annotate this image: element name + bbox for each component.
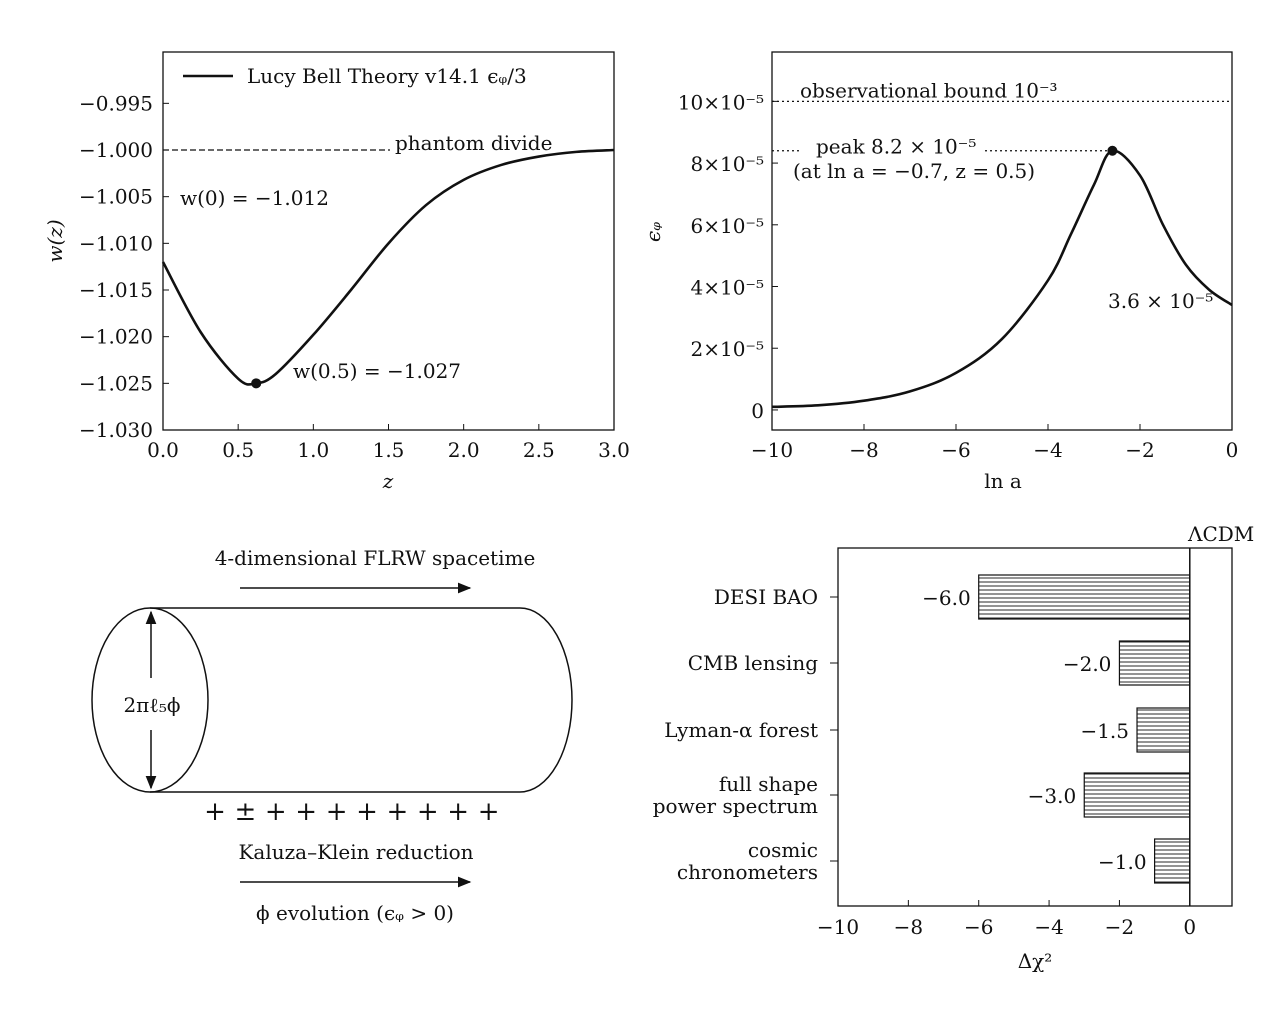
y-tick-label: −1.030 bbox=[79, 418, 153, 442]
y-tick-label: 6×10⁻⁵ bbox=[690, 214, 764, 238]
x-tick-label: −10 bbox=[817, 915, 859, 939]
bar-value-label: −2.0 bbox=[1063, 652, 1112, 676]
x-axis-label: ln a bbox=[984, 469, 1022, 493]
reduction-label: Kaluza–Klein reduction bbox=[238, 840, 473, 864]
y-axis-label: w(z) bbox=[43, 219, 67, 262]
charge-symbol: + bbox=[356, 797, 378, 827]
x-tick-label: 1.5 bbox=[373, 438, 405, 462]
y-tick-label: −1.025 bbox=[79, 371, 153, 395]
x-tick-label: −6 bbox=[964, 915, 993, 939]
epsilon-curve bbox=[771, 149, 1233, 409]
bar-value-label: −1.5 bbox=[1080, 719, 1129, 743]
x-tick-label: 0.5 bbox=[222, 438, 254, 462]
y-tick-label: −1.020 bbox=[79, 325, 153, 349]
phantom-divide-label: phantom divide bbox=[395, 131, 552, 155]
category-label: power spectrum bbox=[653, 794, 818, 818]
charge-symbol: + bbox=[417, 797, 439, 827]
x-tick-label: −8 bbox=[894, 915, 923, 939]
y-tick-label: −1.005 bbox=[79, 185, 153, 209]
x-tick-label: 0 bbox=[1226, 438, 1239, 462]
x-tick-label: 1.0 bbox=[297, 438, 329, 462]
y-tick-label: 0 bbox=[751, 399, 764, 423]
lcdm-label: ΛCDM bbox=[1187, 522, 1254, 546]
x-tick-label: 0.0 bbox=[147, 438, 179, 462]
category-label: CMB lensing bbox=[688, 651, 818, 675]
bar-value-label: −3.0 bbox=[1028, 784, 1077, 808]
minimum-marker bbox=[251, 378, 262, 389]
charge-symbol: + bbox=[265, 797, 287, 827]
delta-chi2-panel: −10 −8 −6 −4 −2 0 Δχ² ΛCDM DESI BAO −6.0 CMB lensi… bbox=[653, 522, 1255, 973]
bar-value-label: −6.0 bbox=[922, 586, 971, 610]
plot-frame bbox=[837, 547, 1233, 907]
charge-symbol: + bbox=[326, 797, 348, 827]
wz-panel: 0.0 0.5 1.0 1.5 2.0 2.5 3.0 −0.995 −1.000 −1.005 −… bbox=[43, 51, 630, 493]
charge-symbol: ± bbox=[235, 797, 257, 827]
x-tick-label: −8 bbox=[849, 438, 878, 462]
y-tick-label: −0.995 bbox=[79, 91, 153, 115]
w0-annotation: w(0) = −1.012 bbox=[180, 186, 329, 210]
bar bbox=[1118, 640, 1191, 686]
charge-symbol: + bbox=[295, 797, 317, 827]
x-tick-label: −2 bbox=[1125, 438, 1154, 462]
diagram-top-label: 4-dimensional FLRW spacetime bbox=[215, 546, 536, 570]
kk-diagram: 2πℓ₅ϕ 4-dimensional FLRW spacetime + ± + + +… bbox=[91, 546, 573, 925]
plot-frame bbox=[771, 51, 1233, 431]
y-tick-label: −1.015 bbox=[79, 278, 153, 302]
w05-annotation: w(0.5) = −1.027 bbox=[293, 359, 461, 383]
observational-bound-label: observational bound 10⁻³ bbox=[800, 78, 1058, 102]
y-axis-label: ϵᵩ bbox=[641, 222, 665, 242]
x-tick-label: 2.0 bbox=[448, 438, 480, 462]
x-tick-label: −4 bbox=[1034, 915, 1063, 939]
legend-label: Lucy Bell Theory v14.1 ϵᵩ/3 bbox=[247, 64, 527, 88]
charges-row: + ± + + + + + + + + bbox=[204, 797, 499, 827]
bar bbox=[1083, 772, 1191, 818]
category-label: full shape bbox=[719, 772, 818, 796]
charge-symbol: + bbox=[478, 797, 500, 827]
y-tick-label: 4×10⁻⁵ bbox=[690, 276, 764, 300]
category-label: cosmic bbox=[748, 838, 818, 862]
y-tick-label: −1.010 bbox=[79, 231, 153, 255]
peak-marker bbox=[1107, 145, 1118, 156]
x-tick-label: −10 bbox=[751, 438, 793, 462]
peak-location-annotation: (at ln a = −0.7, z = 0.5) bbox=[793, 159, 1035, 183]
evolution-label: ϕ evolution (ϵᵩ > 0) bbox=[256, 901, 454, 925]
wz-curve bbox=[161, 148, 615, 386]
y-tick-label: 2×10⁻⁵ bbox=[690, 337, 764, 361]
category-label: Lyman-α forest bbox=[664, 718, 818, 742]
endpoint-annotation: 3.6 × 10⁻⁵ bbox=[1108, 289, 1213, 313]
epsilon-panel: −10 −8 −6 −4 −2 0 0 2×10⁻⁵ 4×10⁻⁵ 6×10⁻⁵ 8×10⁻⁵ 10×… bbox=[641, 51, 1239, 493]
x-axis-label: Δχ² bbox=[1018, 949, 1053, 973]
charge-symbol: + bbox=[204, 797, 226, 827]
category-label: chronometers bbox=[677, 860, 818, 884]
x-tick-label: 2.5 bbox=[523, 438, 555, 462]
y-tick-label: 8×10⁻⁵ bbox=[690, 152, 764, 176]
x-axis-label: z bbox=[382, 469, 394, 493]
y-tick-label: −1.000 bbox=[79, 138, 153, 162]
x-tick-label: −6 bbox=[941, 438, 970, 462]
bar bbox=[978, 574, 1191, 620]
bar-value-label: −1.0 bbox=[1098, 850, 1147, 874]
bar bbox=[1136, 707, 1191, 753]
charge-symbol: + bbox=[447, 797, 469, 827]
charge-symbol: + bbox=[387, 797, 409, 827]
circumference-label: 2πℓ₅ϕ bbox=[123, 693, 180, 717]
cylinder-body bbox=[150, 607, 573, 793]
x-tick-label: −2 bbox=[1105, 915, 1134, 939]
x-tick-label: 3.0 bbox=[598, 438, 630, 462]
category-label: DESI BAO bbox=[714, 585, 818, 609]
bar bbox=[1154, 838, 1191, 884]
y-tick-label: 10×10⁻⁵ bbox=[678, 90, 764, 114]
x-tick-label: −4 bbox=[1033, 438, 1062, 462]
peak-label: peak 8.2 × 10⁻⁵ bbox=[816, 135, 976, 159]
x-tick-label: 0 bbox=[1183, 915, 1196, 939]
